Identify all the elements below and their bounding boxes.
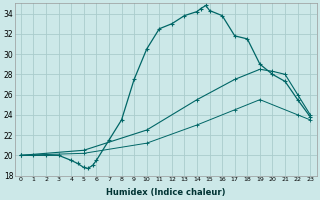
X-axis label: Humidex (Indice chaleur): Humidex (Indice chaleur) — [106, 188, 225, 197]
